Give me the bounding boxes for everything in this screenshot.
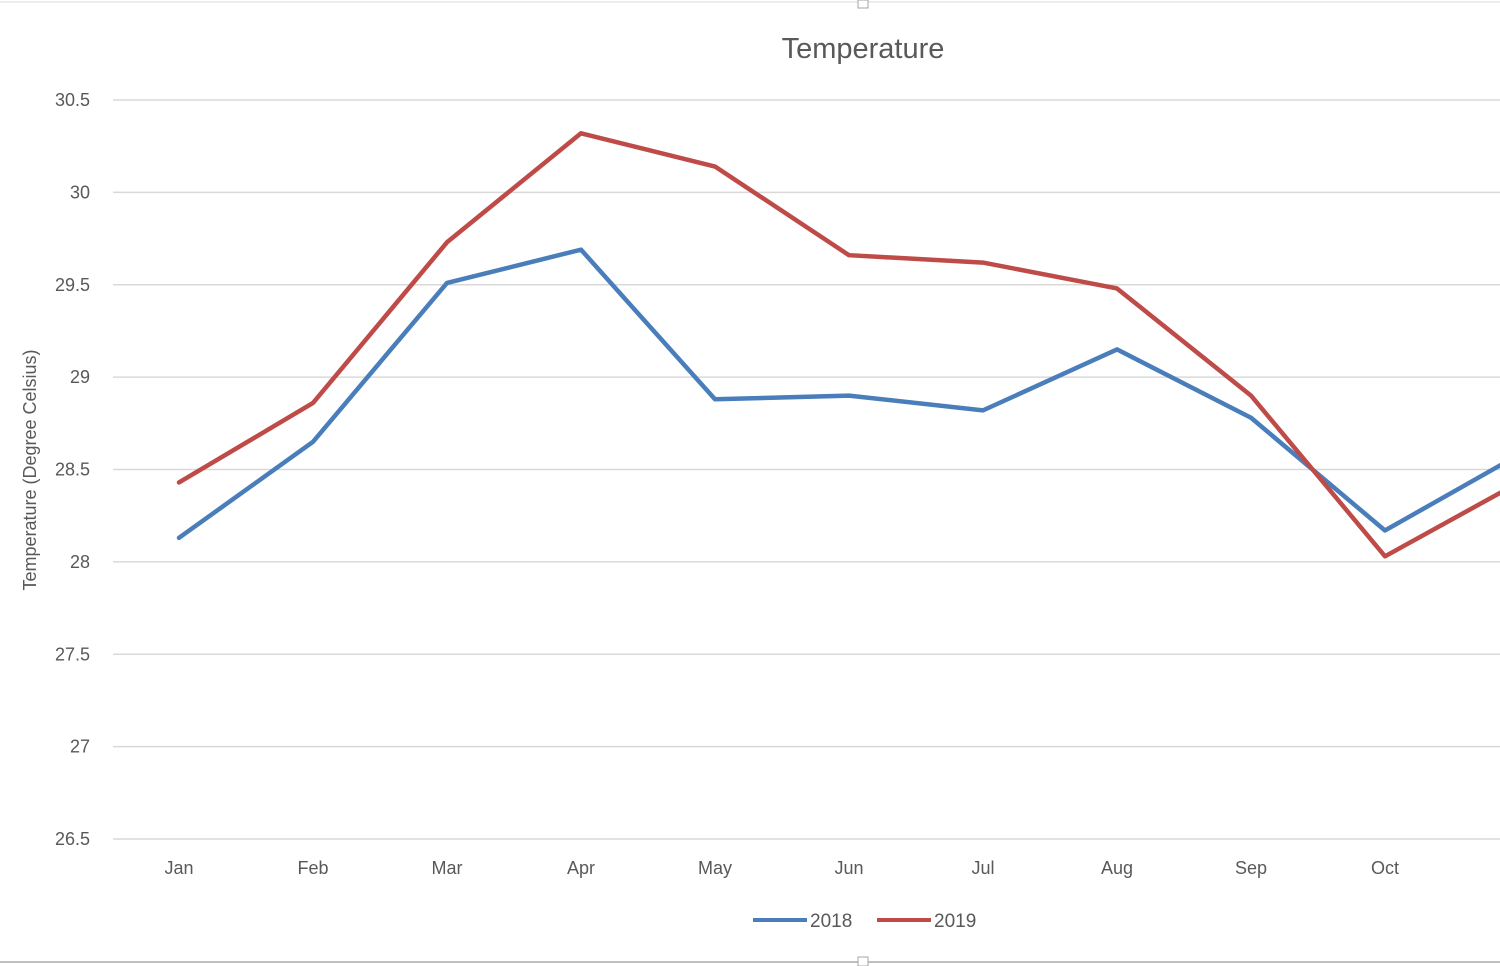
x-tick-label: Aug: [1101, 858, 1133, 878]
y-axis-label: Temperature (Degree Celsius): [20, 349, 40, 590]
chart-title: Temperature: [782, 33, 945, 65]
y-axis-ticks: 26.5 27 27.5 28 28.5 29 29.5 30 30.5: [55, 90, 90, 849]
x-tick-label: Jan: [164, 858, 193, 878]
y-tick-label: 29: [70, 367, 90, 387]
series-line-2018: [176, 247, 1500, 541]
x-tick-label: Oct: [1371, 858, 1399, 878]
resize-handle-top[interactable]: [857, 0, 869, 9]
gridlines: [113, 99, 1500, 840]
x-tick-label: Feb: [297, 858, 328, 878]
y-tick-label: 29.5: [55, 275, 90, 295]
y-tick-label: 26.5: [55, 829, 90, 849]
resize-handle-bottom[interactable]: [857, 956, 869, 966]
x-tick-label: Sep: [1235, 858, 1267, 878]
series-line-2019: [176, 131, 1500, 559]
y-tick-label: 30: [70, 182, 90, 202]
y-tick-label: 30.5: [55, 90, 90, 110]
x-tick-label: Jul: [971, 858, 994, 878]
series-lines: [176, 131, 1500, 559]
legend: 2018 2019: [753, 911, 976, 932]
legend-label-2018: 2018: [810, 911, 852, 932]
x-tick-label: May: [698, 858, 732, 878]
x-tick-label: Jun: [834, 858, 863, 878]
y-tick-label: 27.5: [55, 644, 90, 664]
x-tick-label: Mar: [432, 858, 463, 878]
y-tick-label: 27: [70, 737, 90, 757]
y-tick-label: 28.5: [55, 460, 90, 480]
x-axis-ticks: JanFebMarAprMayJunJulAugSepOctNov: [164, 858, 1399, 878]
legend-label-2019: 2019: [934, 911, 976, 932]
y-tick-label: 28: [70, 552, 90, 572]
x-tick-label: Apr: [567, 858, 595, 878]
